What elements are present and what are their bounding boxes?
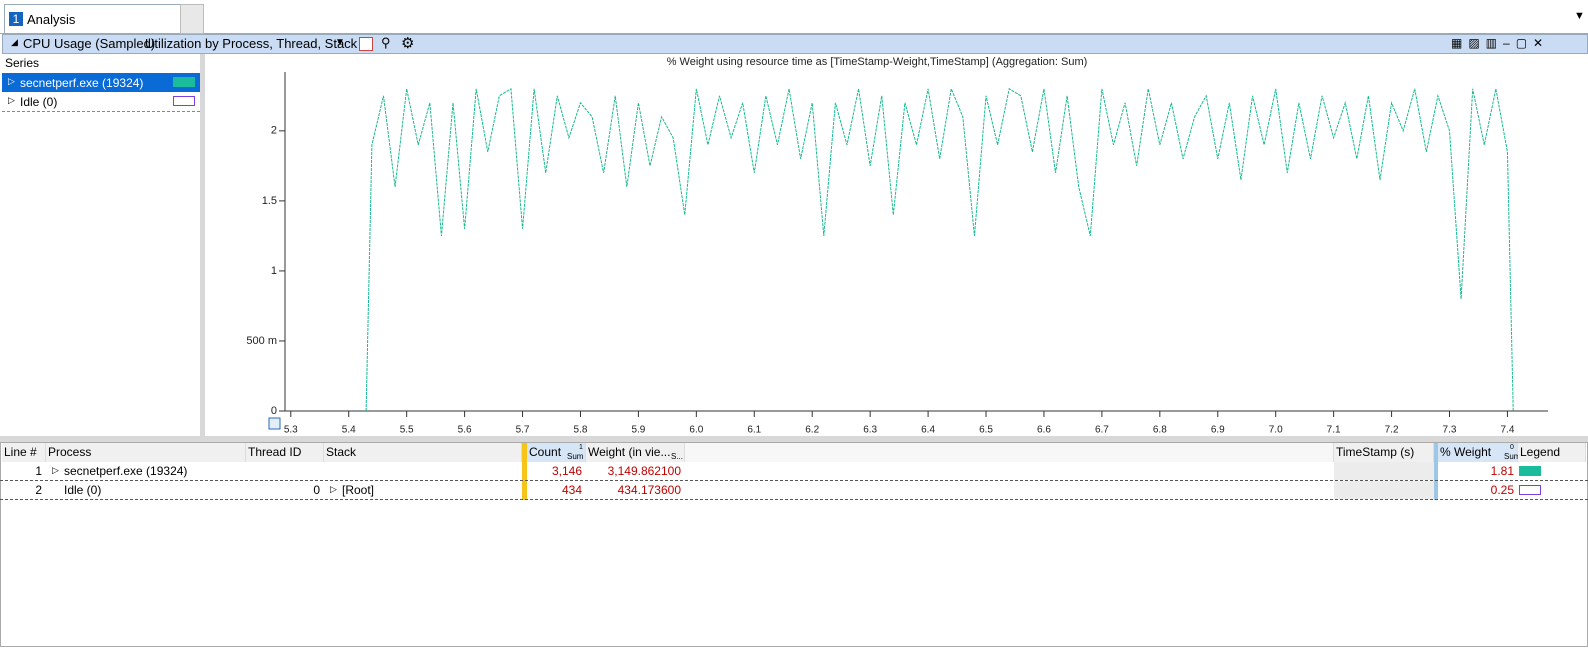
x-tick-label: 5.3 [284, 425, 298, 436]
x-tick-label: 7.4 [1500, 425, 1514, 436]
x-tick-label: 5.7 [516, 425, 530, 436]
x-tick-label: 5.9 [631, 425, 645, 436]
tab-bar [0, 0, 1588, 34]
window-buttons[interactable]: ▦▨▥–▢✕ [1451, 36, 1550, 50]
panel-header: ◢ CPU Usage (Sampled) Utilization by Pro… [2, 34, 1588, 54]
settings-icon[interactable]: ⚙ [401, 35, 415, 52]
series-swatch [173, 96, 195, 106]
collapse[interactable]: ◢ [11, 37, 18, 47]
icon[interactable] [359, 37, 373, 51]
search-icon[interactable]: ⚲ [381, 35, 391, 50]
column-header[interactable]: % Weight Sum 0 [1438, 443, 1520, 462]
table-cell: secnetperf.exe (19324) [64, 464, 188, 478]
x-tick-label: 6.6 [1037, 425, 1051, 436]
series-panel: Series ▷ secnetperf.exe (19324) ▷ Idle (… [2, 54, 205, 436]
x-tick-label: 6.3 [863, 425, 877, 436]
column-header[interactable]: Count Sum 1 [527, 443, 586, 462]
splitter[interactable] [0, 436, 1588, 442]
new-tab[interactable] [180, 4, 204, 34]
x-tick-label: 7.2 [1385, 425, 1399, 436]
menu-arrow[interactable]: ▼ [1574, 10, 1585, 22]
sort-order: 0 [1510, 444, 1514, 451]
graph-cell [1334, 481, 1434, 499]
table-cell: 3,149.862100 [607, 464, 681, 478]
column-header[interactable]: Process [46, 443, 246, 462]
x-tick-label: 6.7 [1095, 425, 1109, 436]
expander[interactable]: ▷ [52, 465, 59, 475]
tab-number: 1 [9, 12, 23, 26]
y-tick-label: 1 [271, 265, 277, 277]
x-tick-label: 6.4 [921, 425, 935, 436]
x-tick-label: 5.6 [458, 425, 472, 436]
sort-order: 1 [579, 444, 583, 451]
graph-bar [1434, 443, 1438, 500]
x-tick-label: 7.3 [1443, 425, 1457, 436]
legend-swatch [1519, 485, 1541, 495]
aggregation: Sum [1504, 452, 1521, 461]
x-tick-label: 7.0 [1269, 425, 1283, 436]
table-cell: Idle (0) [64, 483, 102, 497]
series-name: secnetperf.exe (19324) [20, 76, 144, 90]
column-title: Count [529, 445, 562, 459]
x-tick-label: 6.2 [805, 425, 819, 436]
table-cell: [Root] [342, 483, 375, 497]
table-cell: 1 [35, 464, 42, 478]
data-line [365, 87, 1514, 412]
x-tick-label: 5.8 [574, 425, 588, 436]
column-header[interactable]: Thread ID [246, 443, 324, 462]
y-tick-label: 0 [271, 405, 277, 417]
y-tick-label: 500 m [246, 335, 277, 347]
tab-label: Analysis [27, 12, 76, 27]
panel-title: CPU Usage (Sampled) [23, 36, 156, 51]
table-cell: 3,146 [551, 464, 582, 478]
series-header: Series [5, 56, 40, 70]
x-tick-label: 5.4 [342, 425, 356, 436]
column-header[interactable]: Line # [2, 443, 46, 462]
chart-title: % Weight using resource time as [TimeSta… [667, 56, 1088, 68]
legend-swatch [1519, 466, 1541, 476]
table-cell: 2 [35, 483, 42, 497]
y-tick-label: 1.5 [262, 195, 277, 207]
aggregation: Sum [567, 452, 584, 461]
table-cell: 0 [313, 483, 320, 497]
view-selector[interactable]: Utilization by Process, Thread, Stack [145, 36, 358, 51]
table-cell: 434.173600 [617, 483, 681, 497]
series-swatch [173, 77, 195, 87]
scroll-button [268, 417, 281, 430]
aggregation: S... [671, 452, 684, 461]
table-row[interactable] [0, 462, 1588, 481]
x-tick-label: 7.1 [1327, 425, 1341, 436]
graph-cell [1334, 462, 1434, 480]
column-header[interactable]: Stack [324, 443, 522, 462]
column-header[interactable]: Legend [1518, 443, 1586, 462]
expander[interactable]: ▷ [330, 484, 337, 494]
column-header[interactable]: Weight (in vie... S... [586, 443, 685, 462]
table-row[interactable] [0, 481, 1588, 500]
table-cell: 1.81 [1490, 464, 1514, 478]
x-tick-label: 6.5 [979, 425, 993, 436]
tab[interactable]: 1 Analysis [4, 4, 181, 33]
column-title: % Weight [1440, 445, 1492, 459]
table-cell: 0.25 [1490, 483, 1514, 497]
x-tick-label: 6.8 [1153, 425, 1167, 436]
x-tick-label: 6.9 [1211, 425, 1225, 436]
group-bar [522, 443, 527, 500]
view-dropdown[interactable]: ▼ [335, 37, 345, 48]
column-header[interactable]: TimeStamp (s) [1334, 443, 1434, 462]
table-cell: 434 [561, 483, 582, 497]
series-item[interactable]: ▷ Idle (0) [2, 92, 200, 112]
column-header [685, 443, 1334, 462]
series-item[interactable]: ▷ secnetperf.exe (19324) [2, 73, 200, 92]
series-name: Idle (0) [20, 95, 58, 109]
x-tick-label: 6.0 [689, 425, 703, 436]
y-tick-label: 2 [271, 125, 277, 137]
x-tick-label: 5.5 [400, 425, 414, 436]
chart: % Weight using resource time as [TimeSta… [246, 56, 1548, 436]
x-tick-label: 6.1 [747, 425, 761, 436]
column-title: Weight (in vie... [588, 445, 671, 459]
